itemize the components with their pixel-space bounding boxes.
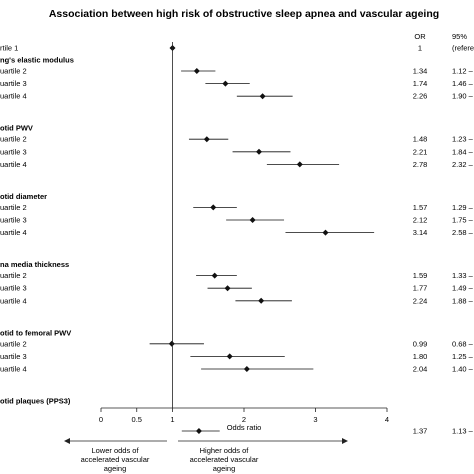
or-value: 1.48 bbox=[413, 135, 428, 144]
point-estimate bbox=[249, 217, 256, 223]
point-estimate bbox=[210, 204, 217, 211]
point-estimate bbox=[259, 93, 266, 100]
or-value: 2.24 bbox=[413, 296, 428, 305]
group-label: otid to femoral PWV bbox=[0, 328, 71, 337]
ci-value: 2.32 – bbox=[452, 160, 474, 169]
point-estimate bbox=[256, 148, 263, 155]
or-value: 1.80 bbox=[413, 352, 428, 361]
row-label: uartile 2 bbox=[0, 271, 27, 280]
group-label: otid plaques (PPS3) bbox=[0, 397, 71, 406]
chart-title: Association between high risk of obstruc… bbox=[49, 8, 439, 20]
row-label: uartile 3 bbox=[0, 352, 27, 361]
point-estimate bbox=[168, 340, 175, 347]
left-arrow-label: Lower odds of bbox=[91, 446, 139, 455]
or-value: 2.21 bbox=[413, 147, 428, 156]
x-tick-label: 3 bbox=[313, 415, 317, 424]
ci-value: 1.13 – bbox=[452, 427, 474, 436]
ci-value: 1.29 – bbox=[452, 203, 474, 212]
row-label: uartile 4 bbox=[0, 296, 27, 305]
or-value: 0.99 bbox=[413, 339, 428, 348]
point-estimate bbox=[211, 272, 218, 279]
or-value: 1.74 bbox=[413, 79, 428, 88]
ci-value: 1.25 – bbox=[452, 352, 474, 361]
or-value: 2.78 bbox=[413, 160, 428, 169]
x-axis-label: Odds ratio bbox=[227, 423, 262, 432]
row-label: uartile 3 bbox=[0, 216, 27, 225]
x-tick-label: 4 bbox=[385, 415, 389, 424]
ci-value: 1.90 – bbox=[452, 92, 474, 101]
point-estimate bbox=[243, 366, 250, 372]
ci-value: 1.75 – bbox=[452, 216, 474, 225]
ci-value: 1.12 – bbox=[452, 67, 474, 76]
ci-value: 2.58 – bbox=[452, 228, 474, 237]
row-label: uartile 4 bbox=[0, 365, 27, 374]
ci-value: 1.46 – bbox=[452, 79, 474, 88]
or-value: 3.14 bbox=[413, 228, 428, 237]
or-value: 1.57 bbox=[413, 203, 428, 212]
or-value: 1.34 bbox=[413, 67, 428, 76]
ci-value: 1.49 – bbox=[452, 284, 474, 293]
group-label: otid PWV bbox=[0, 124, 33, 133]
row-label: rtile 1 bbox=[0, 44, 18, 53]
group-label: otid diameter bbox=[0, 192, 47, 201]
ci-value: 0.68 – bbox=[452, 339, 474, 348]
point-estimate bbox=[195, 428, 202, 434]
row-label: uartile 2 bbox=[0, 67, 27, 76]
row-label: uartile 2 bbox=[0, 339, 27, 348]
or-value: 1.77 bbox=[413, 284, 428, 293]
left-arrow-label: accelerated vascular bbox=[81, 455, 150, 464]
row-label: uartile 3 bbox=[0, 79, 27, 88]
row-label: uartile 2 bbox=[0, 203, 27, 212]
row-label: uartile 4 bbox=[0, 228, 27, 237]
point-estimate bbox=[193, 68, 200, 74]
or-value: 1 bbox=[418, 44, 422, 53]
right-arrow-head bbox=[342, 438, 348, 444]
right-arrow-label: accelerated vascular bbox=[190, 455, 259, 464]
left-arrow-head bbox=[64, 438, 70, 444]
row-label: uartile 4 bbox=[0, 92, 27, 101]
or-value: 2.26 bbox=[413, 92, 428, 101]
point-estimate bbox=[222, 80, 229, 87]
group-label: ng's elastic modulus bbox=[0, 56, 74, 65]
point-estimate bbox=[258, 297, 265, 304]
row-label: uartile 4 bbox=[0, 160, 27, 169]
group-label: na media thickness bbox=[0, 260, 69, 269]
ci-column-header: 95% bbox=[452, 32, 467, 41]
or-value: 2.12 bbox=[413, 216, 428, 225]
row-label: uartile 3 bbox=[0, 284, 27, 293]
point-estimate bbox=[322, 229, 329, 236]
row-label: uartile 3 bbox=[0, 147, 27, 156]
point-estimate bbox=[203, 136, 210, 143]
ci-value: 1.23 – bbox=[452, 135, 474, 144]
right-arrow-label: ageing bbox=[213, 464, 236, 473]
ci-value: 1.33 – bbox=[452, 271, 474, 280]
plot-area: rtile 1 1 (refere ng's elastic modulus uarti… bbox=[0, 42, 474, 473]
x-tick-label: 2 bbox=[242, 415, 246, 424]
or-column-header: OR bbox=[414, 32, 426, 41]
row-label: uartile 2 bbox=[0, 135, 27, 144]
ci-value: 1.84 – bbox=[452, 147, 474, 156]
point-estimate bbox=[224, 285, 231, 292]
x-tick-label: 0.5 bbox=[132, 415, 142, 424]
x-tick-label: 1 bbox=[170, 415, 174, 424]
or-value: 1.37 bbox=[413, 427, 428, 436]
ci-value: (refere bbox=[452, 44, 474, 53]
or-value: 1.59 bbox=[413, 271, 428, 280]
left-arrow-label: ageing bbox=[104, 464, 127, 473]
ci-value: 1.88 – bbox=[452, 296, 474, 305]
right-arrow-label: Higher odds of bbox=[200, 446, 250, 455]
point-estimate bbox=[226, 353, 233, 360]
x-tick-label: 0 bbox=[99, 415, 103, 424]
point-estimate bbox=[296, 161, 303, 168]
ci-value: 1.40 – bbox=[452, 365, 474, 374]
or-value: 2.04 bbox=[413, 365, 428, 374]
